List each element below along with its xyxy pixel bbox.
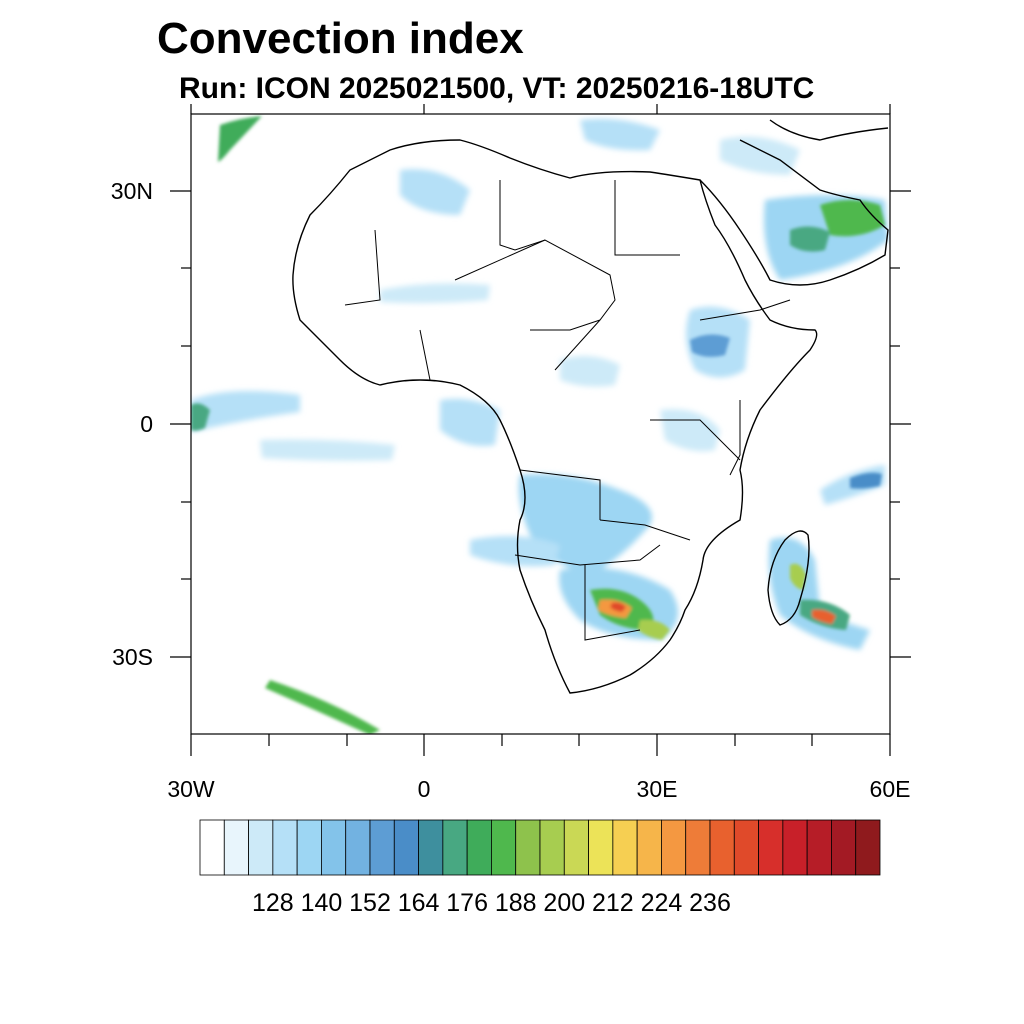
country-borders xyxy=(344,180,791,641)
colorbar-swatch xyxy=(539,819,565,876)
lat-label: 30N xyxy=(111,178,153,204)
colorbar-swatch xyxy=(442,819,468,876)
chart-title: Convection index xyxy=(157,14,524,63)
colorbar-swatch xyxy=(418,819,444,876)
colorbar-swatch xyxy=(345,819,371,876)
coastlines xyxy=(292,119,889,694)
colorbar-label: 152 xyxy=(349,889,391,917)
colorbar-swatch xyxy=(248,819,274,876)
colorbar-swatch xyxy=(466,819,492,876)
lon-label: 30W xyxy=(167,776,215,802)
colorbar-label: 164 xyxy=(398,889,440,917)
colorbar-labels: 128 140 152 164 176 188 200 212 224 236 xyxy=(252,889,731,917)
colorbar-swatch xyxy=(588,819,614,876)
colorbar-swatch xyxy=(199,819,225,876)
colorbar-swatch xyxy=(563,819,589,876)
colorbar-swatch xyxy=(369,819,395,876)
colorbar-swatch xyxy=(636,819,662,876)
axis-ticks xyxy=(170,104,911,756)
lon-label: 30E xyxy=(637,776,678,802)
colorbar-swatch xyxy=(806,819,832,876)
lat-label: 0 xyxy=(140,411,153,437)
colorbar-label: 128 xyxy=(252,889,294,917)
colorbar-swatch xyxy=(733,819,759,876)
colorbar-swatch xyxy=(296,819,322,876)
lon-label: 0 xyxy=(418,776,431,802)
colorbar-swatch xyxy=(661,819,687,876)
colorbar-label: 236 xyxy=(689,889,731,917)
colorbar-label: 188 xyxy=(495,889,537,917)
colorbar-swatch xyxy=(855,819,881,876)
colorbar-swatch xyxy=(491,819,517,876)
lon-label: 60E xyxy=(870,776,911,802)
colorbar-swatch xyxy=(782,819,808,876)
colorbar-swatch xyxy=(321,819,347,876)
colorbar-swatch xyxy=(393,819,419,876)
colorbar-swatch xyxy=(612,819,638,876)
field-mid xyxy=(191,116,885,734)
colorbar-swatch xyxy=(709,819,735,876)
lat-label: 30S xyxy=(112,644,153,670)
colorbar-label: 140 xyxy=(301,889,343,917)
colorbar-label: 200 xyxy=(543,889,585,917)
field-low xyxy=(191,118,888,650)
colorbar-swatch xyxy=(223,819,249,876)
colorbar-label: 212 xyxy=(592,889,634,917)
colorbar-swatch xyxy=(758,819,784,876)
colorbar xyxy=(199,819,881,876)
colorbar-swatch xyxy=(272,819,298,876)
colorbar-swatch xyxy=(831,819,857,876)
colorbar-swatch xyxy=(685,819,711,876)
colorbar-label: 176 xyxy=(446,889,488,917)
convection-field xyxy=(191,116,888,734)
chart-subtitle: Run: ICON 2025021500, VT: 20250216-18UTC xyxy=(179,72,815,105)
colorbar-label: 224 xyxy=(641,889,683,917)
colorbar-swatch xyxy=(515,819,541,876)
